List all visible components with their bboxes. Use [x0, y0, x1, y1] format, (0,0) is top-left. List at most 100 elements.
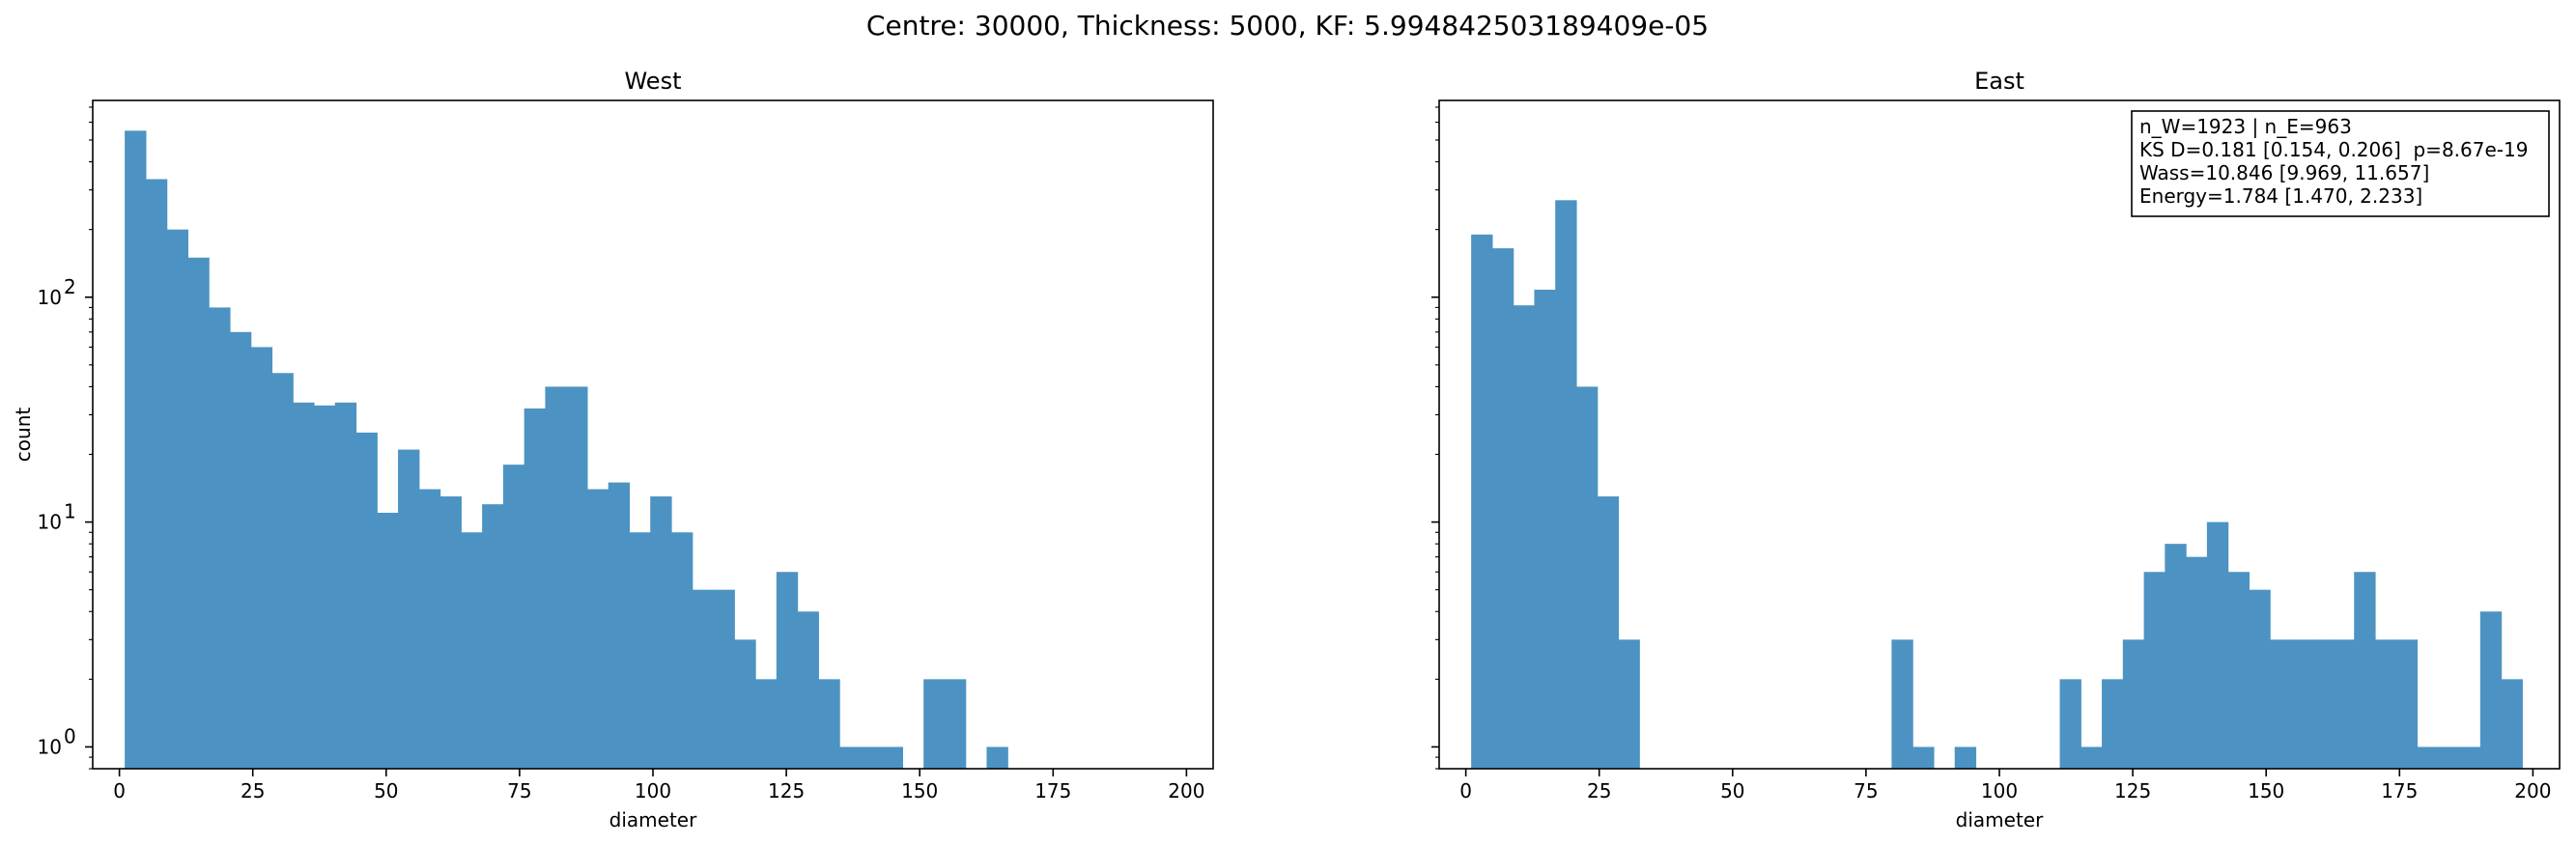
east-x-tick-label: 0: [1459, 779, 1472, 803]
west-bar: [713, 589, 735, 769]
east-panel-title: East: [1974, 68, 2024, 95]
east-bar: [1575, 386, 1599, 769]
east-bar: [1891, 639, 1913, 769]
west-bar: [145, 179, 168, 769]
west-bar: [986, 746, 1008, 769]
east-bar: [2081, 746, 2103, 769]
west-bar: [608, 482, 631, 769]
west-bar: [860, 746, 883, 769]
east-x-tick-label: 150: [2248, 779, 2284, 803]
east-bar: [2143, 572, 2166, 769]
west-bar: [250, 347, 273, 769]
east-bar: [1471, 234, 1493, 770]
west-bar: [524, 408, 547, 769]
east-bar: [2206, 521, 2229, 769]
east-histogram-bars: [1471, 200, 2523, 770]
east-bar: [2165, 544, 2187, 769]
east-x-tick-label: 100: [1981, 779, 2018, 803]
east-x-tick-label: 200: [2514, 779, 2551, 803]
west-bar: [482, 504, 504, 769]
east-bar: [2354, 572, 2376, 769]
west-bar: [944, 679, 967, 769]
west-bar: [734, 639, 756, 769]
east-bar: [2479, 611, 2503, 769]
west-bar: [229, 331, 252, 769]
east-x-tick-label: 50: [1720, 779, 1744, 803]
west-bar: [314, 405, 336, 769]
east-bar: [2438, 746, 2460, 769]
east-x-axis-label: diameter: [1956, 808, 2044, 831]
east-bar: [2227, 572, 2250, 769]
west-bar: [125, 130, 147, 770]
stats-annotation-box: n_W=1923 | n_E=963 KS D=0.181 [0.154, 0.…: [2131, 110, 2550, 217]
west-bar: [461, 532, 483, 769]
west-bar: [629, 532, 651, 769]
east-x-tick-label: 125: [2114, 779, 2151, 803]
west-x-tick-label: 75: [507, 779, 531, 803]
west-bar: [671, 532, 694, 769]
stats-sample-sizes: n_W=1923 | n_E=963: [2139, 115, 2352, 138]
west-bar: [439, 496, 462, 769]
west-bar: [271, 373, 294, 769]
east-bar: [2186, 556, 2208, 769]
west-bar: [755, 679, 778, 769]
west-y-tick-exponent: 2: [64, 275, 76, 298]
east-bar: [2374, 639, 2397, 769]
west-y-tick-label: 10: [38, 735, 62, 758]
west-bar: [881, 746, 903, 769]
west-bar: [692, 589, 715, 769]
east-bar: [2249, 589, 2271, 769]
east-axes-frame: [1438, 99, 2561, 770]
west-x-axis-label: diameter: [609, 808, 697, 831]
east-bar: [2333, 639, 2355, 769]
west-y-axis-label: count: [12, 408, 35, 463]
west-bar: [355, 432, 378, 769]
east-bar: [2290, 639, 2313, 769]
west-bar: [377, 512, 399, 769]
east-bar: [2059, 679, 2081, 769]
west-bar: [797, 611, 819, 769]
west-x-tick-label: 200: [1168, 779, 1204, 803]
figure-suptitle: Centre: 30000, Thickness: 5000, KF: 5.99…: [866, 10, 1709, 42]
east-x-tick-label: 175: [2381, 779, 2418, 803]
east-panel: East 0 25 50 75 100 125 150 175 200 diameter n_W…: [1431, 68, 2561, 831]
west-bar: [187, 257, 210, 769]
west-bar: [293, 402, 315, 769]
east-x-tick-label: 25: [1587, 779, 1611, 803]
west-y-tick-exponent: 1: [64, 500, 76, 523]
east-bar: [2459, 746, 2481, 769]
east-bar: [2122, 639, 2145, 769]
east-bar: [1555, 200, 1577, 769]
east-bar: [2311, 639, 2335, 769]
west-bar: [334, 402, 357, 769]
stats-wasserstein: Wass=10.846 [9.969, 11.657]: [2139, 161, 2429, 184]
west-bar: [398, 449, 420, 769]
west-y-tick-exponent: 0: [64, 724, 76, 747]
west-bar: [545, 386, 567, 769]
west-x-tick-label: 125: [768, 779, 805, 803]
west-bar: [418, 489, 441, 769]
east-bar: [2102, 679, 2124, 769]
west-x-tick-label: 0: [113, 779, 126, 803]
west-bar: [586, 489, 609, 769]
west-histogram-bars: [125, 130, 1008, 770]
west-bar: [650, 496, 672, 769]
west-bar: [566, 386, 588, 769]
west-bar: [209, 307, 231, 769]
east-bar: [2395, 639, 2419, 769]
west-bar: [166, 229, 189, 769]
west-panel-title: West: [624, 68, 681, 95]
west-bar: [923, 679, 946, 769]
west-x-tick-label: 100: [635, 779, 671, 803]
stats-ks-test: KS D=0.181 [0.154, 0.206] p=8.67e-19: [2139, 138, 2528, 161]
east-bar: [1491, 248, 1514, 769]
west-bar: [839, 746, 862, 769]
east-bar: [1912, 746, 1935, 769]
east-bar: [1534, 289, 1556, 769]
east-bar: [1597, 496, 1620, 769]
west-x-tick-label: 50: [374, 779, 398, 803]
